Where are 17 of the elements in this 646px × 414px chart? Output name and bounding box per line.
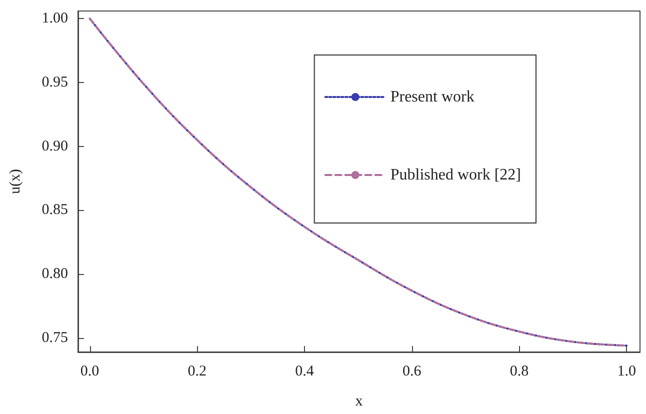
x-tick-label: 0.6 [402, 364, 422, 380]
y-tick-label: 0.80 [42, 266, 68, 282]
x-axis-title: x [355, 394, 364, 410]
y-tick-label: 0.95 [42, 74, 68, 91]
x-tick-label: 0.0 [80, 364, 100, 380]
x-tick-label: 1.0 [617, 364, 636, 380]
legend-label: Published work [22] [390, 166, 521, 184]
y-tick-label: 1.00 [42, 10, 68, 27]
legend-label: Present work [390, 88, 474, 106]
y-tick-label: 0.75 [42, 330, 68, 346]
line-series [88, 18, 628, 347]
y-axis-title: u(x) [8, 169, 24, 194]
y-tick-label: 0.85 [42, 202, 68, 218]
x-tick-label: 0.8 [510, 364, 529, 380]
y-tick-label: 0.90 [42, 138, 68, 154]
x-tick-label: 0.2 [188, 364, 207, 380]
x-tick-label: 0.4 [295, 364, 314, 380]
